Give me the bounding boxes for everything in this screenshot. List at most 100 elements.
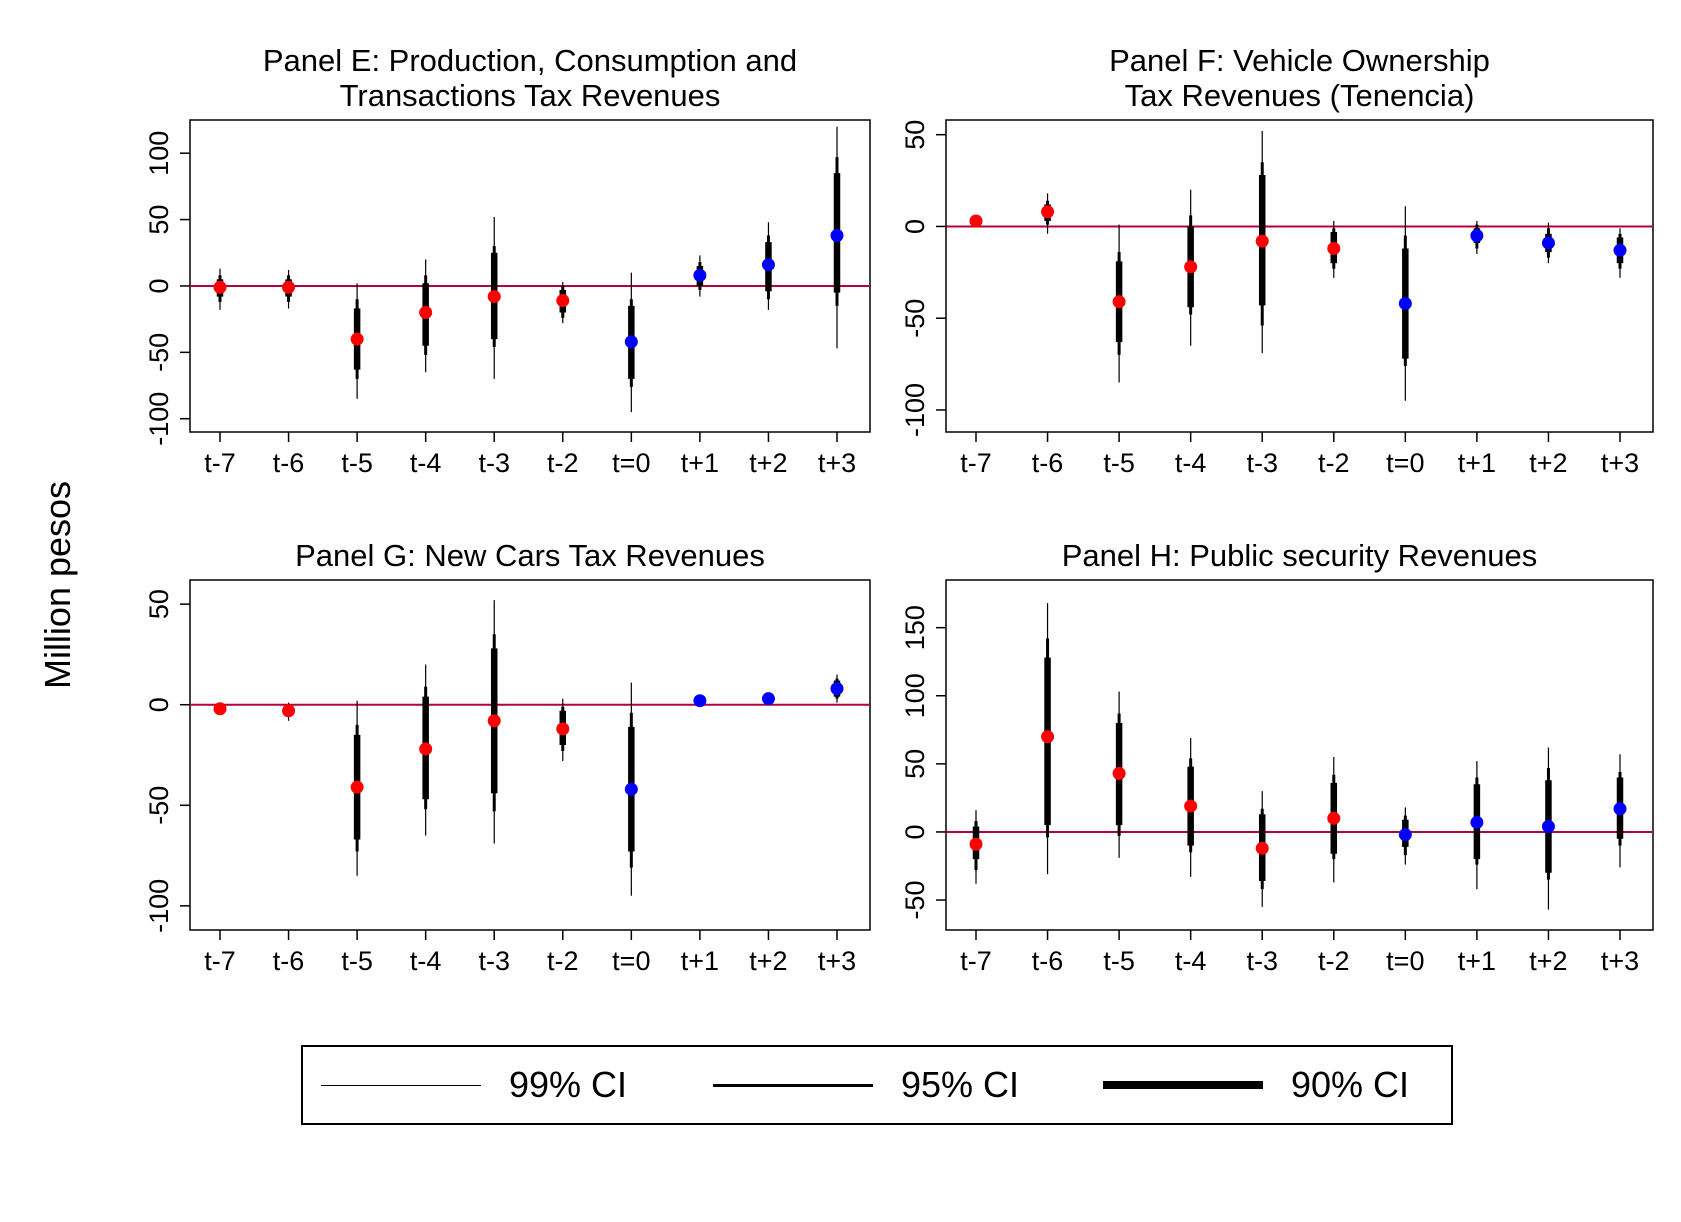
point-estimate (969, 837, 983, 851)
x-tick-label: t-2 (1318, 946, 1350, 976)
x-tick-label: t+1 (681, 448, 719, 478)
y-tick-label: -100 (900, 383, 930, 437)
plot-frame (189, 579, 871, 931)
x-tick-label: t=0 (1386, 448, 1424, 478)
point-estimate (1327, 241, 1341, 255)
point-estimate (693, 268, 707, 282)
y-axis-label: Million pesos (37, 480, 78, 690)
point-estimate (1184, 260, 1198, 274)
x-tick-label: t-4 (1175, 946, 1207, 976)
y-tick-label: -50 (900, 299, 930, 338)
x-tick-label: t-5 (341, 946, 373, 976)
y-tick-label: 0 (900, 824, 930, 839)
y-tick-label: -100 (144, 392, 174, 446)
point-estimate (350, 780, 364, 794)
point-estimate (282, 704, 296, 718)
point-estimate (969, 214, 983, 228)
x-tick-label: t+3 (818, 448, 856, 478)
x-tick-label: t+1 (1458, 448, 1496, 478)
x-tick-label: t-2 (1318, 448, 1350, 478)
legend-item-90: 90% CI (1103, 1047, 1409, 1123)
point-estimate (487, 290, 501, 304)
point-estimate (419, 742, 433, 756)
x-tick-label: t+1 (1458, 946, 1496, 976)
x-tick-label: t+1 (681, 946, 719, 976)
x-tick-label: t+3 (818, 946, 856, 976)
legend-item-95: 95% CI (713, 1047, 1019, 1123)
x-tick-label: t+2 (749, 448, 787, 478)
x-tick-label: t-3 (1246, 448, 1278, 478)
point-estimate (1541, 236, 1555, 250)
point-estimate (1541, 819, 1555, 833)
y-tick-label: 100 (144, 131, 174, 176)
x-tick-label: t-3 (478, 448, 510, 478)
point-estimate (213, 280, 227, 294)
point-estimate (624, 782, 638, 796)
x-tick-label: t-5 (341, 448, 373, 478)
point-estimate (1255, 841, 1269, 855)
panel-title-1-0: Panel F: Vehicle Ownership (1109, 43, 1490, 78)
panel-title-2-0: Panel G: New Cars Tax Revenues (295, 538, 765, 573)
plot-frame (189, 119, 871, 433)
panel-title-1-1: Tax Revenues (Tenencia) (1125, 78, 1475, 113)
legend: 99% CI 95% CI 90% CI (301, 1045, 1453, 1125)
panel-0: Panel E: Production, Consumption andTran… (144, 43, 871, 478)
x-tick-label: t-7 (204, 946, 236, 976)
x-tick-label: t-4 (410, 448, 442, 478)
legend-label-99: 99% CI (509, 1064, 628, 1105)
point-estimate (1255, 234, 1269, 248)
point-estimate (1184, 799, 1198, 813)
point-estimate (830, 682, 844, 696)
x-tick-label: t-3 (478, 946, 510, 976)
point-estimate (419, 306, 433, 320)
y-tick-label: -50 (900, 881, 930, 920)
plot-frame (945, 579, 1654, 931)
y-tick-label: 150 (900, 605, 930, 650)
legend-swatch-95 (713, 1083, 873, 1087)
x-tick-label: t-5 (1103, 448, 1135, 478)
plot-frame (945, 119, 1654, 433)
x-tick-label: t=0 (1386, 946, 1424, 976)
panel-3: Panel H: Public security Revenues -50 0 50 1… (900, 538, 1654, 976)
point-estimate (556, 294, 570, 308)
point-estimate (693, 694, 707, 708)
x-tick-label: t=0 (612, 946, 650, 976)
legend-label-95: 95% CI (901, 1064, 1020, 1105)
x-tick-label: t-6 (1032, 946, 1064, 976)
point-estimate (624, 335, 638, 349)
legend-label-90: 90% CI (1291, 1064, 1410, 1105)
x-tick-label: t+3 (1601, 448, 1639, 478)
y-tick-label: -50 (144, 786, 174, 825)
y-tick-label: 50 (144, 589, 174, 619)
point-estimate (1613, 802, 1627, 816)
x-tick-label: t-2 (547, 946, 579, 976)
y-tick-label: 50 (144, 205, 174, 235)
point-estimate (761, 692, 775, 706)
point-estimate (1470, 229, 1484, 243)
point-estimate (761, 258, 775, 272)
legend-swatch-99 (321, 1084, 481, 1086)
x-tick-label: t+2 (1529, 946, 1567, 976)
point-estimate (350, 332, 364, 346)
x-tick-label: t-7 (960, 448, 992, 478)
y-tick-label: 50 (900, 749, 930, 779)
point-estimate (1470, 815, 1484, 829)
x-tick-label: t-7 (204, 448, 236, 478)
y-tick-label: 0 (144, 278, 174, 293)
point-estimate (282, 280, 296, 294)
point-estimate (830, 229, 844, 243)
y-tick-label: 50 (900, 120, 930, 150)
x-tick-label: t-4 (1175, 448, 1207, 478)
x-tick-label: t-7 (960, 946, 992, 976)
point-estimate (1112, 295, 1126, 309)
point-estimate (1041, 730, 1055, 744)
panel-title-3-0: Panel H: Public security Revenues (1062, 538, 1538, 573)
point-estimate (487, 714, 501, 728)
panel-title-0-0: Panel E: Production, Consumption and (263, 43, 797, 78)
x-tick-label: t+2 (749, 946, 787, 976)
x-tick-label: t-6 (1032, 448, 1064, 478)
y-tick-label: 0 (900, 219, 930, 234)
x-tick-label: t-4 (410, 946, 442, 976)
point-estimate (1398, 828, 1412, 842)
